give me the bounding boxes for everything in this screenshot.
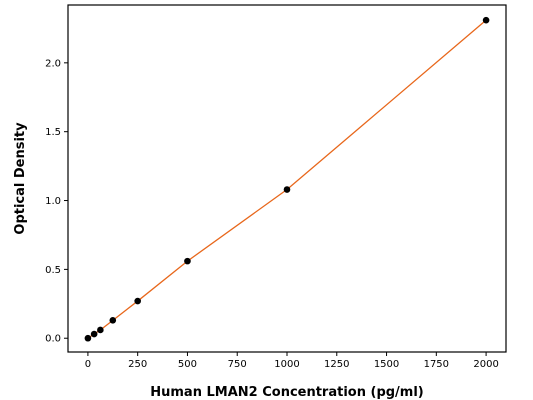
y-tick-label: 0.5 <box>45 265 61 276</box>
fitted-curve-line <box>87 19 487 339</box>
x-tick-label: 1750 <box>424 359 449 370</box>
data-point <box>283 186 291 193</box>
data-point <box>109 317 117 324</box>
y-axis-title: Optical Density <box>13 122 28 235</box>
y-tick-label: 1.5 <box>45 127 61 138</box>
fitted-curve-layer <box>87 19 487 339</box>
x-axis: 0 250 500 750 1000 1250 1500 1750 2000 <box>85 352 499 370</box>
plot-frame <box>67 4 507 353</box>
x-tick-label: 250 <box>128 359 147 370</box>
y-tick-label: 2.0 <box>45 58 61 69</box>
x-axis-title: Human LMAN2 Concentration (pg/ml) <box>150 385 424 400</box>
x-tick-label: 500 <box>178 359 197 370</box>
x-tick-label: 1250 <box>324 359 349 370</box>
data-point <box>97 326 104 334</box>
data-point <box>134 297 141 305</box>
data-point <box>90 330 98 338</box>
x-tick-label: 2000 <box>473 359 498 370</box>
x-tick-label: 0 <box>85 359 91 370</box>
data-point <box>184 257 191 265</box>
y-axis: 0.0 0.5 1.0 1.5 2.0 <box>45 58 68 345</box>
data-point <box>482 16 490 24</box>
data-point <box>84 334 92 342</box>
x-tick-label: 1000 <box>274 359 299 370</box>
y-tick-label: 1.0 <box>45 196 61 207</box>
x-tick-label: 1500 <box>374 359 399 370</box>
y-tick-label: 0.0 <box>45 334 61 345</box>
data-points-layer <box>84 16 490 342</box>
x-tick-label: 750 <box>228 359 247 370</box>
